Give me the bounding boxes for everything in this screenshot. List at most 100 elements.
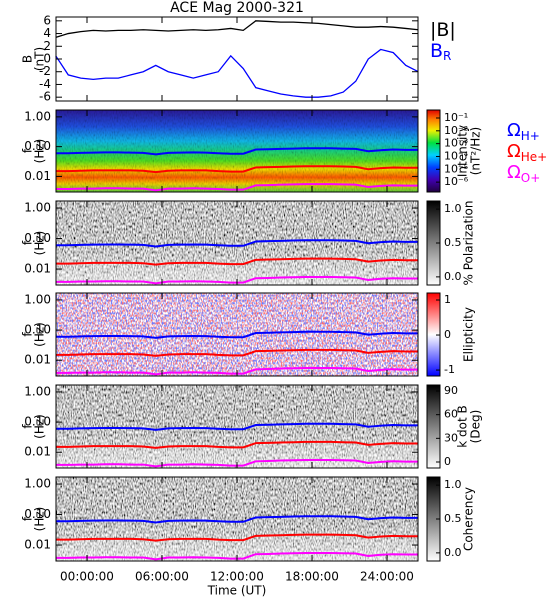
colorbar-tick-label: 10⁻³ bbox=[444, 137, 468, 150]
gyrofrequency-line bbox=[55, 239, 419, 248]
colorbar-tick-label: 10⁻⁵ bbox=[444, 162, 468, 175]
colorbar-label: Ellipticity bbox=[462, 307, 476, 362]
colorbar-tick-label: -1 bbox=[444, 363, 455, 376]
y-tick-label: -2 bbox=[39, 64, 51, 78]
y-axis-label: f bbox=[21, 148, 35, 153]
gyrofrequency-line bbox=[55, 515, 419, 524]
colorbar bbox=[426, 292, 441, 377]
colorbar-tick-label: 0.5 bbox=[444, 512, 462, 525]
legend-name: |B| bbox=[430, 19, 456, 41]
y-axis-unit: (Hz) bbox=[33, 507, 47, 532]
y-axis-label: f bbox=[21, 516, 35, 521]
y-tick-label: -4 bbox=[39, 77, 51, 91]
gyrofrequency-line bbox=[55, 422, 419, 431]
y-axis-label: B bbox=[21, 55, 35, 63]
y-axis-label: f bbox=[21, 240, 35, 245]
y-tick-label: 1.00 bbox=[24, 477, 51, 491]
colorbar bbox=[426, 384, 441, 469]
spectrogram-texture bbox=[56, 110, 418, 192]
colorbar-tick-label: 30 bbox=[444, 431, 458, 444]
legend-name: Ω bbox=[507, 120, 521, 141]
y-tick-label: 0.01 bbox=[24, 262, 51, 276]
colorbar-tick-label: 0.0 bbox=[444, 270, 462, 283]
y-tick-label: 1.00 bbox=[24, 201, 51, 215]
spectrogram-fade bbox=[56, 385, 418, 468]
y-tick-label: 0.10 bbox=[24, 139, 51, 153]
gyrofrequency-line bbox=[55, 257, 419, 266]
y-tick-label: -6 bbox=[39, 90, 51, 104]
colorbar-tick-label: 0 bbox=[444, 455, 451, 468]
x-tick-label: 00:00:00 bbox=[60, 570, 114, 584]
colorbar-tick-label: 0 bbox=[444, 328, 451, 341]
y-tick-label: 0.10 bbox=[24, 415, 51, 429]
gyrofrequency-line bbox=[55, 147, 419, 156]
gyrofrequency-line bbox=[55, 348, 419, 357]
y-tick-label: 1.00 bbox=[24, 292, 51, 306]
colorbar-tick-label: 1.0 bbox=[444, 478, 462, 491]
colorbar-label: k dot B bbox=[456, 405, 470, 447]
legend-entry: ΩHe+ bbox=[507, 141, 547, 164]
colorbar-tick-label: 90 bbox=[444, 384, 458, 397]
colorbar bbox=[426, 109, 441, 193]
y-tick-label: 0.01 bbox=[24, 538, 51, 552]
gyrofrequency-line bbox=[55, 330, 419, 339]
x-axis-label: Time (UT) bbox=[207, 584, 267, 598]
colorbar-tick-label: 1.0 bbox=[444, 202, 462, 215]
legend-entry: |B| bbox=[430, 19, 456, 41]
x-tick-label: 18:00:00 bbox=[285, 570, 339, 584]
y-tick-label: 0.10 bbox=[24, 507, 51, 521]
y-tick-label: 4 bbox=[43, 26, 51, 40]
chart-title: ACE Mag 2000-321 bbox=[170, 0, 304, 16]
colorbar-tick-label: 10⁻¹ bbox=[444, 111, 468, 124]
legend-entry: ΩO+ bbox=[507, 162, 540, 185]
legend-entry: BR bbox=[430, 40, 451, 63]
y-tick-label: 0.10 bbox=[24, 323, 51, 337]
gyrofrequency-line bbox=[55, 533, 419, 542]
y-axis-label: f bbox=[21, 424, 35, 429]
x-tick-label: 12:00:00 bbox=[210, 570, 264, 584]
data-line bbox=[55, 48, 419, 98]
y-tick-label: 1.00 bbox=[24, 109, 51, 123]
colorbar-unit: (nT²/Hz) bbox=[469, 127, 483, 175]
y-axis-label: f bbox=[21, 332, 35, 337]
gyrofrequency-line bbox=[55, 165, 419, 174]
y-axis-unit: (Hz) bbox=[33, 231, 47, 256]
legend-entry: ΩH+ bbox=[507, 120, 540, 143]
colorbar-tick-label: 0.0 bbox=[444, 546, 462, 559]
gyrofrequency-line bbox=[55, 440, 419, 449]
colorbar-tick-label: 10⁻² bbox=[444, 124, 468, 137]
legend-subscript: H+ bbox=[521, 129, 540, 143]
y-tick-label: 0.01 bbox=[24, 169, 51, 183]
colorbar-tick-label: 10⁻⁴ bbox=[444, 149, 469, 162]
legend-name: Ω bbox=[507, 141, 521, 162]
colorbar-tick-label: 0.5 bbox=[444, 236, 462, 249]
y-tick-label: 0.10 bbox=[24, 231, 51, 245]
x-tick-label: 24:00:00 bbox=[360, 570, 414, 584]
data-line bbox=[55, 20, 419, 38]
y-tick-label: 0 bbox=[43, 52, 51, 66]
spectrogram-texture bbox=[56, 293, 418, 376]
colorbar-label: Intensity bbox=[456, 125, 470, 177]
legend-subscript: He+ bbox=[521, 150, 547, 164]
y-axis-unit: (Hz) bbox=[33, 139, 47, 164]
y-tick-label: 1.00 bbox=[24, 384, 51, 398]
legend-subscript: R bbox=[443, 49, 451, 63]
x-tick-label: 06:00:00 bbox=[135, 570, 189, 584]
y-tick-label: 0.01 bbox=[24, 353, 51, 367]
colorbar-tick-label: 1 bbox=[444, 293, 451, 306]
y-tick-label: 2 bbox=[43, 39, 51, 53]
legend-name: Ω bbox=[507, 162, 521, 183]
y-axis-unit: (Hz) bbox=[33, 414, 47, 439]
legend-subscript: O+ bbox=[521, 171, 541, 185]
colorbar-tick-label: 10⁻⁶ bbox=[444, 175, 469, 188]
y-axis-unit: (Hz) bbox=[33, 322, 47, 347]
spectrogram-fade bbox=[56, 477, 418, 561]
y-tick-label: 6 bbox=[43, 13, 51, 27]
legend-name: B bbox=[430, 40, 443, 62]
spectrogram-fade bbox=[56, 201, 418, 285]
colorbar-label: Coherency bbox=[462, 487, 476, 551]
y-tick-label: 0.01 bbox=[24, 445, 51, 459]
colorbar-unit: (Deg) bbox=[469, 410, 483, 444]
colorbar-label: % Polarization bbox=[462, 201, 476, 286]
